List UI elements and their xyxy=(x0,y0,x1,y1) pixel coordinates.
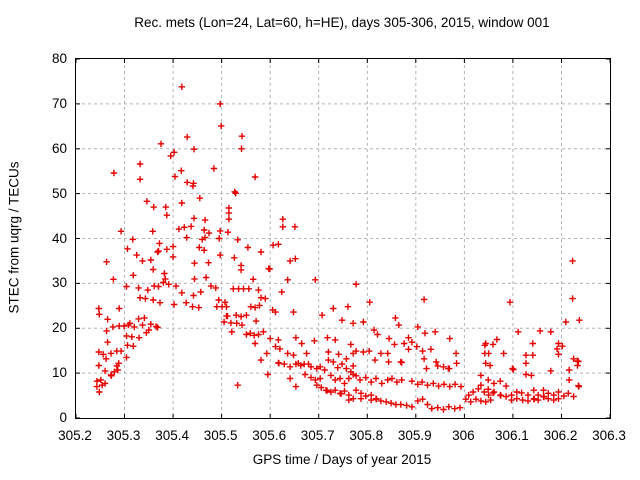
y-tick-label: 80 xyxy=(51,51,67,66)
y-tick-label: 0 xyxy=(59,410,67,425)
x-tick-label: 305.6 xyxy=(252,428,287,443)
y-tick-label: 10 xyxy=(51,365,67,381)
chart-title: Rec. mets (Lon=24, Lat=60, h=HE), days 3… xyxy=(134,15,550,30)
x-tick-label: 306.1 xyxy=(494,428,529,443)
x-tick-label: 305.2 xyxy=(58,428,92,443)
x-tick-label: 305.7 xyxy=(300,428,335,443)
x-tick-label: 306.2 xyxy=(543,428,578,443)
y-tick-label: 50 xyxy=(51,185,67,201)
x-tick-label: 305.3 xyxy=(106,428,141,443)
x-tick-label: 305.4 xyxy=(155,428,189,443)
x-tick-label: 306 xyxy=(452,428,475,443)
y-tick-label: 60 xyxy=(51,140,67,156)
y-tick-label: 30 xyxy=(51,275,67,291)
x-tick-label: 305.5 xyxy=(203,428,238,443)
y-tick-labels: 0 10 20 30 40 50 60 70 80 xyxy=(0,51,67,425)
x-tick-labels: 305.2 305.3 305.4 305.5 305.6 305.7 305.8 305.9… xyxy=(58,428,626,444)
y-tick-label: 20 xyxy=(51,320,67,336)
plot-area xyxy=(75,58,611,419)
x-axis-label: GPS time / Days of year 2015 xyxy=(252,452,432,467)
scatter-canvas xyxy=(76,59,610,418)
y-tick-label: 40 xyxy=(51,230,67,246)
x-tick-label: 305.9 xyxy=(397,428,432,443)
x-tick-label: 305.8 xyxy=(349,428,384,443)
y-tick-label: 70 xyxy=(51,95,67,111)
x-tick-label: 306.3 xyxy=(592,428,626,443)
